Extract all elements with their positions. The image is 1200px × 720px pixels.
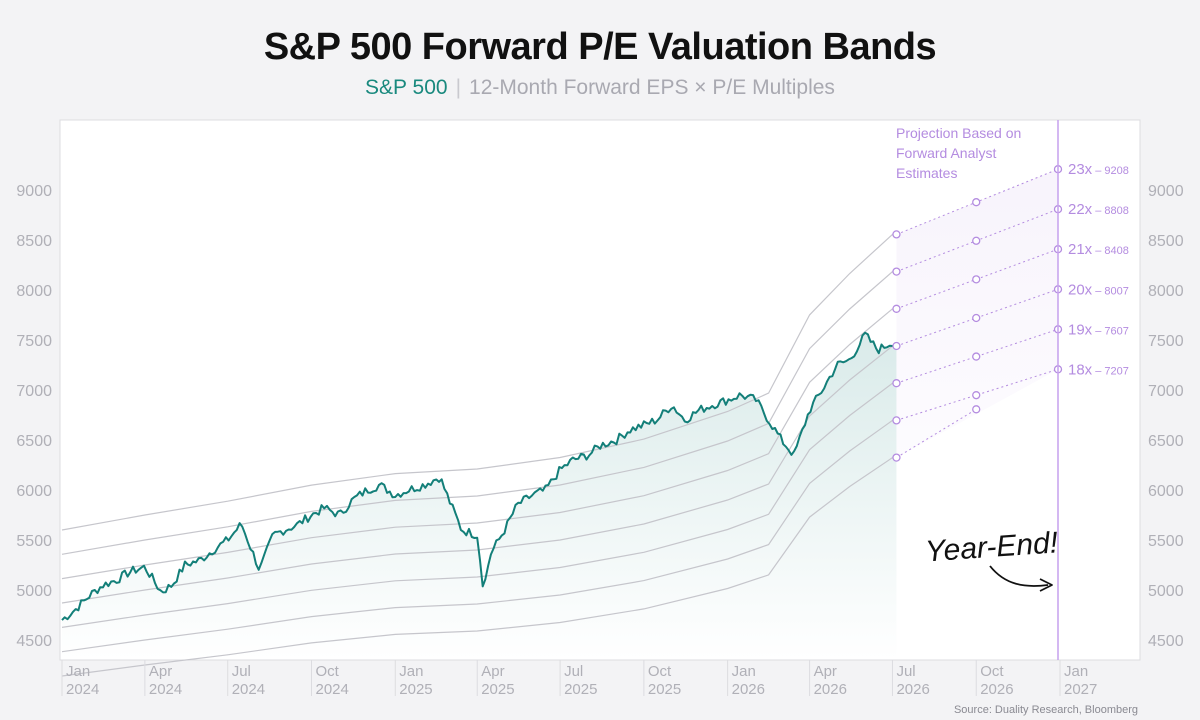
subtitle-series: S&P 500 xyxy=(365,76,448,99)
y-tick-left-7000: 7000 xyxy=(16,383,52,400)
y-tick-left-6500: 6500 xyxy=(16,433,52,450)
price-area-fill xyxy=(62,332,897,660)
x-tick-year-Jan-2025: 2025 xyxy=(399,681,432,698)
projection-caption-line-1: Projection Based on xyxy=(896,125,1021,141)
projection-caption-line-3: Estimates xyxy=(896,165,957,181)
y-tick-right-6500: 6500 xyxy=(1148,433,1184,450)
subtitle-description: 12-Month Forward EPS × P/E Multiples xyxy=(469,76,835,99)
x-tick-month-Jul-2025: Jul xyxy=(564,663,583,680)
band-line-18x xyxy=(61,419,893,653)
y-tick-left-4500: 4500 xyxy=(16,633,52,650)
y-tick-left-5000: 5000 xyxy=(16,583,52,600)
x-tick-month-Jul-2024: Jul xyxy=(232,663,251,680)
x-tick-year-Jul-2025: 2025 xyxy=(564,681,597,698)
projection-mid-dot-23x xyxy=(972,198,981,207)
y-tick-right-5500: 5500 xyxy=(1148,533,1184,550)
source-note: Source: Duality Research, Bloomberg xyxy=(953,704,1138,716)
projection-mid-dot-19x xyxy=(972,352,981,361)
x-tick-month-Jan-2025: Jan xyxy=(399,663,423,680)
x-tick-year-Apr-2024: 2024 xyxy=(149,681,182,698)
y-tick-left-6000: 6000 xyxy=(16,483,52,500)
x-tick-month-Apr-2025: Apr xyxy=(481,663,504,680)
y-tick-left-8500: 8500 xyxy=(16,233,52,250)
band-line-22x xyxy=(61,271,893,555)
projection-start-dot-21x xyxy=(892,304,901,313)
y-tick-right-7000: 7000 xyxy=(1148,383,1184,400)
projection-start-dot-20x xyxy=(892,341,901,351)
projection-start-dot-19x xyxy=(892,379,901,388)
band-line-17x xyxy=(61,457,893,677)
x-tick-month-Jan-2024: Jan xyxy=(66,663,90,680)
band-label-22x: 22x – 8808 xyxy=(1068,201,1129,218)
band-label-21x: 21x – 8408 xyxy=(1068,241,1129,258)
band-line-23x xyxy=(61,233,893,531)
annotation-arrowhead xyxy=(1039,578,1053,592)
x-tick-year-Jan-2026: 2026 xyxy=(732,681,765,698)
band-line-21x xyxy=(61,308,893,580)
y-tick-right-7500: 7500 xyxy=(1148,333,1184,350)
x-tick-year-Oct-2024: 2024 xyxy=(316,681,349,698)
band-label-23x: 23x – 9208 xyxy=(1068,161,1129,178)
annotation-arrow xyxy=(989,565,1049,587)
x-tick-year-Oct-2026: 2026 xyxy=(980,681,1013,698)
y-tick-right-6000: 6000 xyxy=(1148,483,1184,500)
band-line-20x xyxy=(61,345,893,604)
x-tick-month-Jul-2026: Jul xyxy=(896,663,915,680)
chart-subtitle: S&P 500 | 12-Month Forward EPS × P/E Multi… xyxy=(0,76,1200,100)
band-label-20x: 20x – 8007 xyxy=(1068,281,1129,298)
chart-svg: 4500 4500 5000 5000 5500 5500 6000 6000 6500 6500… xyxy=(16,119,1184,698)
x-tick-month-Apr-2024: Apr xyxy=(149,663,172,680)
price-line xyxy=(61,331,893,621)
x-tick-year-Apr-2025: 2025 xyxy=(481,681,514,698)
band-label-18x: 18x – 7207 xyxy=(1068,361,1129,378)
subtitle-separator: | xyxy=(455,76,462,99)
x-tick-year-Jan-2027: 2027 xyxy=(1064,681,1097,698)
projection-mid-dot-21x xyxy=(972,275,981,284)
y-tick-right-4500: 4500 xyxy=(1148,633,1184,650)
x-tick-year-Jul-2026: 2026 xyxy=(896,681,929,698)
x-tick-month-Apr-2026: Apr xyxy=(814,663,837,680)
projection-mid-dot-17x xyxy=(972,405,981,414)
y-axes: 4500 4500 5000 5000 5500 5500 6000 6000 6500 6500… xyxy=(16,183,1183,650)
x-tick-month-Oct-2024: Oct xyxy=(316,663,340,680)
projection-line-23x xyxy=(896,168,1059,235)
projection-mid-dot-20x xyxy=(972,313,981,323)
x-axis: Jan2024Apr2024Jul2024Oct2024Jan2025Apr20… xyxy=(61,660,1097,698)
x-tick-month-Oct-2026: Oct xyxy=(980,663,1004,680)
projection-mid-dot-18x xyxy=(972,391,981,400)
projection-start-dot-22x xyxy=(892,267,901,276)
y-tick-right-5000: 5000 xyxy=(1148,583,1184,600)
projection-mid-dot-22x xyxy=(972,236,981,245)
projection-start-dot-23x xyxy=(892,230,901,239)
chart-title: S&P 500 Forward P/E Valuation Bands xyxy=(263,26,937,68)
x-tick-year-Oct-2025: 2025 xyxy=(648,681,681,698)
projection-area xyxy=(896,169,1058,458)
projection-start-dot-18x xyxy=(892,416,901,425)
projection-line-17x xyxy=(896,408,977,459)
band-line-19x xyxy=(61,382,893,628)
x-tick-year-Jul-2024: 2024 xyxy=(232,681,265,698)
y-tick-right-8000: 8000 xyxy=(1148,283,1184,300)
x-tick-month-Jan-2026: Jan xyxy=(732,663,756,680)
projection-start-dot-17x xyxy=(892,453,901,462)
projection-line-18x xyxy=(896,368,1059,421)
y-tick-left-7500: 7500 xyxy=(16,333,52,350)
y-tick-right-9000: 9000 xyxy=(1148,183,1184,200)
projection-caption-line-2: Forward Analyst xyxy=(896,145,996,161)
band-label-19x: 19x – 7607 xyxy=(1068,321,1129,338)
x-tick-year-Jan-2024: 2024 xyxy=(66,681,99,698)
x-tick-month-Oct-2025: Oct xyxy=(648,663,672,680)
x-tick-month-Jan-2027: Jan xyxy=(1064,663,1088,680)
y-tick-left-8000: 8000 xyxy=(16,283,52,300)
y-tick-right-8500: 8500 xyxy=(1148,233,1184,250)
y-tick-left-9000: 9000 xyxy=(16,183,52,200)
x-tick-year-Apr-2026: 2026 xyxy=(814,681,847,698)
y-tick-left-5500: 5500 xyxy=(16,533,52,550)
